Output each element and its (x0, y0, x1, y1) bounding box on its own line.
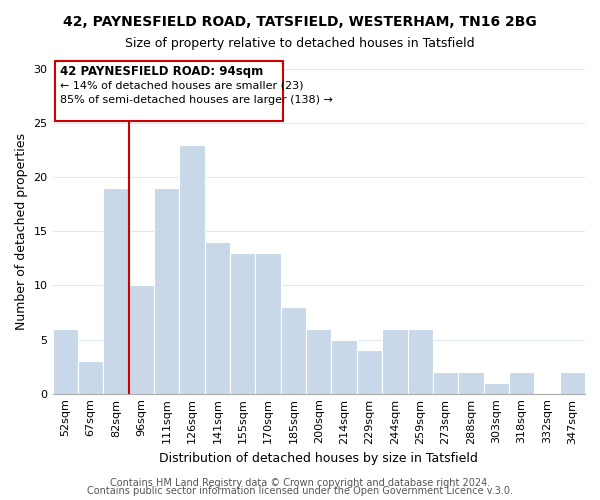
Bar (484, 383, 509, 394)
Text: 85% of semi-detached houses are larger (138) →: 85% of semi-detached houses are larger (… (60, 95, 333, 105)
Bar (509, 372, 534, 394)
Bar (53, 328, 78, 394)
Bar (230, 253, 256, 394)
Bar (357, 350, 382, 394)
Bar (458, 372, 484, 394)
Bar (128, 286, 154, 394)
Text: 42 PAYNESFIELD ROAD: 94sqm: 42 PAYNESFIELD ROAD: 94sqm (60, 64, 263, 78)
Bar (256, 253, 281, 394)
Bar (179, 145, 205, 394)
Text: ← 14% of detached houses are smaller (23): ← 14% of detached houses are smaller (23… (60, 81, 304, 91)
Bar (205, 242, 230, 394)
Bar (433, 372, 458, 394)
Text: 42, PAYNESFIELD ROAD, TATSFIELD, WESTERHAM, TN16 2BG: 42, PAYNESFIELD ROAD, TATSFIELD, WESTERH… (63, 15, 537, 29)
Bar (78, 361, 103, 394)
Bar (154, 188, 179, 394)
Y-axis label: Number of detached properties: Number of detached properties (15, 133, 28, 330)
Bar (382, 328, 407, 394)
Bar (306, 328, 331, 394)
Text: Contains HM Land Registry data © Crown copyright and database right 2024.: Contains HM Land Registry data © Crown c… (110, 478, 490, 488)
Text: Contains public sector information licensed under the Open Government Licence v.: Contains public sector information licen… (87, 486, 513, 496)
Bar (560, 372, 585, 394)
X-axis label: Distribution of detached houses by size in Tatsfield: Distribution of detached houses by size … (160, 452, 478, 465)
Text: Size of property relative to detached houses in Tatsfield: Size of property relative to detached ho… (125, 38, 475, 51)
Bar (407, 328, 433, 394)
Bar (281, 307, 306, 394)
Bar (55, 62, 283, 121)
Bar (103, 188, 128, 394)
Bar (331, 340, 357, 394)
